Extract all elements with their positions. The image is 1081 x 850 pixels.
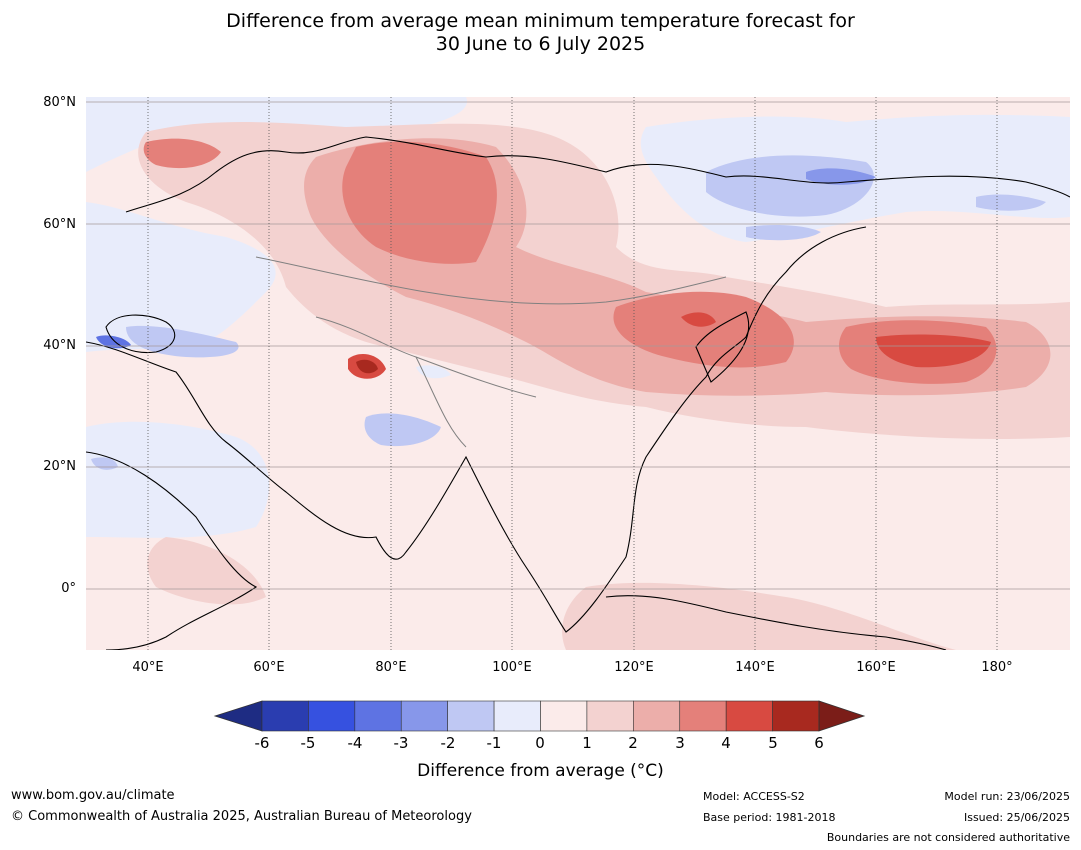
lon-label-60e: 60°E — [253, 660, 285, 675]
forecast-map — [86, 97, 1070, 650]
colorbar-tick: 0 — [535, 734, 545, 752]
colorbar-tick: 2 — [628, 734, 638, 752]
colorbar-tick: 5 — [768, 734, 778, 752]
lon-label-80e: 80°E — [375, 660, 407, 675]
lon-label-100e: 100°E — [492, 660, 532, 675]
lon-label-160e: 160°E — [856, 660, 896, 675]
colorbar-segment — [772, 700, 820, 732]
title-line-2: 30 June to 6 July 2025 — [435, 33, 646, 55]
colorbar-segment — [354, 700, 402, 732]
colorbar-tick: -1 — [486, 734, 502, 752]
korea-warm-peak — [681, 312, 716, 327]
website-link[interactable]: www.bom.gov.au/climate — [11, 788, 175, 803]
colorbar-segment — [447, 700, 495, 732]
arctic-coastline — [125, 136, 1070, 213]
colorbar-segment — [400, 700, 448, 732]
colorbar-segment — [633, 700, 681, 732]
title-line-1: Difference from average mean minimum tem… — [226, 10, 855, 32]
lon-label-180: 180° — [981, 660, 1013, 675]
arabia-cool-region — [86, 421, 270, 538]
himalaya-warm-peak — [356, 359, 378, 374]
model-name: Model: ACCESS-S2 — [703, 790, 805, 803]
colorbar-label: Difference from average (°C) — [417, 761, 664, 781]
pacific-warm-peak — [876, 334, 991, 368]
okhotsk-cool-core — [746, 224, 821, 241]
colorbar-tick: -2 — [440, 734, 456, 752]
colorbar-tick: -4 — [347, 734, 363, 752]
lon-label-120e: 120°E — [614, 660, 654, 675]
base-period: Base period: 1981-2018 — [703, 811, 836, 824]
lat-label-0: 0° — [61, 581, 76, 596]
lon-label-140e: 140°E — [735, 660, 775, 675]
india-china-border — [415, 356, 467, 448]
colorbar-tick: 1 — [582, 734, 592, 752]
colorbar-tick: 3 — [675, 734, 685, 752]
japan-outline — [695, 311, 750, 383]
russia-border — [255, 256, 727, 305]
caspian-sea-outline — [105, 314, 176, 354]
colorbar-segment — [308, 700, 356, 732]
indonesia-coastline — [605, 595, 947, 650]
colorbar-segment — [725, 700, 773, 732]
colorbar-extend-high — [818, 700, 866, 732]
map-title: Difference from average mean minimum tem… — [0, 10, 1081, 56]
colorbar-segment — [540, 700, 588, 732]
colorbar-extend-low — [213, 700, 263, 732]
colorbar-segment — [679, 700, 727, 732]
northeast-asia-warm-max — [613, 291, 794, 368]
scandinavia-warm-max — [143, 138, 221, 169]
caspian-cool-core — [126, 325, 239, 358]
colorbar-segment — [493, 700, 541, 732]
colorbar-segment — [586, 700, 634, 732]
coastlines — [86, 136, 1070, 650]
graticule-meridians — [147, 97, 998, 650]
colorbar-tick: 4 — [721, 734, 731, 752]
colorbar-tick: -6 — [254, 734, 270, 752]
caspian-cool-min — [96, 335, 131, 349]
arctic-cool-region — [86, 97, 468, 172]
graticule-parallels — [86, 101, 1070, 590]
lat-label-80n: 80°N — [43, 95, 76, 110]
colorbar-tick: -5 — [300, 734, 316, 752]
india-cool-core — [364, 413, 441, 447]
lat-label-60n: 60°N — [43, 217, 76, 232]
colorbar-tick: 6 — [814, 734, 824, 752]
warm-anomaly-regions — [138, 122, 1070, 650]
maritime-warm-region — [562, 582, 956, 650]
model-run-date: Model run: 23/06/2025 — [944, 790, 1070, 803]
caspian-cool-region — [86, 202, 276, 352]
colorbar-tick: -3 — [393, 734, 409, 752]
lon-label-40e: 40°E — [132, 660, 164, 675]
issued-date: Issued: 25/06/2025 — [963, 811, 1070, 824]
africa-warm-region — [147, 537, 266, 605]
boundaries-disclaimer: Boundaries are not considered authoritat… — [826, 831, 1070, 844]
arabia-africa-coastline — [86, 451, 258, 650]
copyright-text: © Commonwealth of Australia 2025, Austra… — [11, 809, 472, 824]
colorbar-segment — [261, 700, 309, 732]
east-siberia-cool-core — [976, 194, 1046, 211]
country-borders — [255, 256, 727, 448]
lat-label-40n: 40°N — [43, 338, 76, 353]
asia-south-east-coastline — [86, 226, 867, 633]
westsiberia-warm-max — [342, 141, 497, 264]
lat-label-20n: 20°N — [43, 459, 76, 474]
map-canvas — [86, 97, 1070, 650]
